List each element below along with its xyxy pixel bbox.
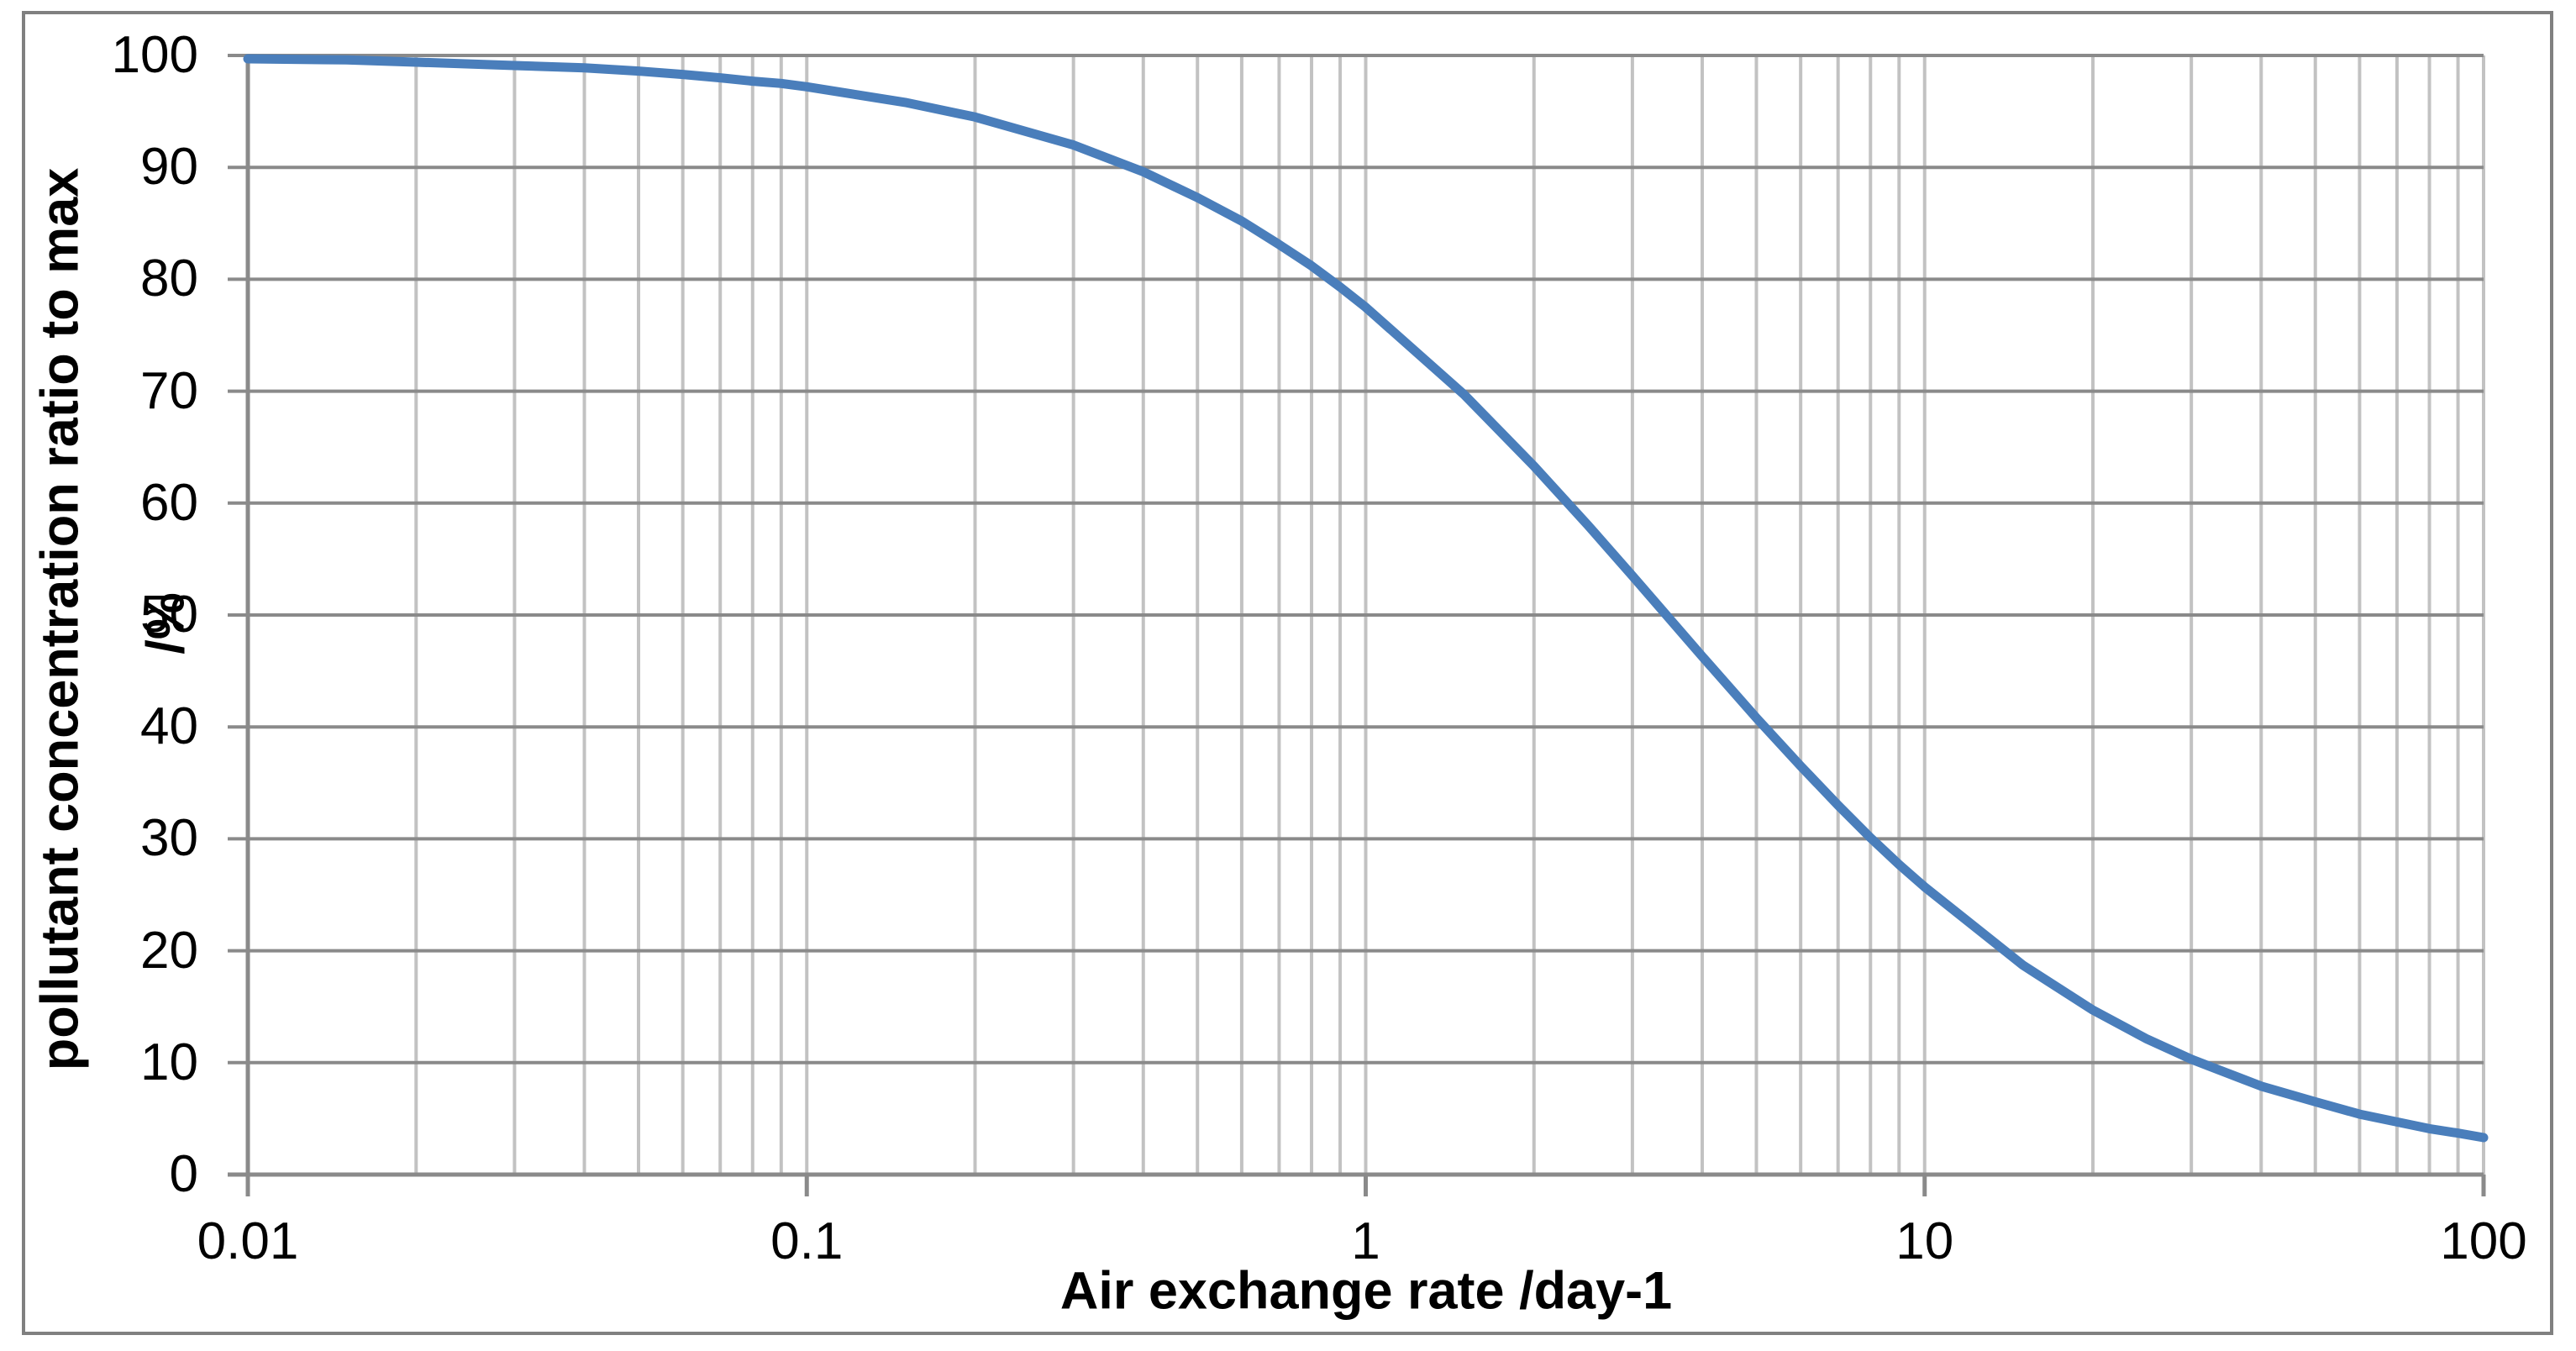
y-axis-title: pollutant concentration ratio to max [30, 167, 90, 1071]
y-tick-label: 70 [140, 361, 198, 420]
y-tick-label: 60 [140, 473, 198, 532]
y-tick-label: 40 [140, 697, 198, 756]
x-tick-label: 1 [1351, 1212, 1380, 1270]
x-axis-title: Air exchange rate /day-1 [1059, 1261, 1673, 1321]
y-tick-label: 80 [140, 250, 198, 308]
y-tick-label: 50 [140, 586, 198, 644]
chart-border [22, 11, 2553, 1335]
x-tick-label: 100 [2440, 1212, 2527, 1270]
y-tick-label: 30 [140, 809, 198, 868]
x-tick-label: 0.1 [770, 1212, 844, 1270]
x-tick-label: 0.01 [197, 1212, 299, 1270]
y-tick-label: 0 [169, 1145, 198, 1203]
x-tick-label: 10 [1895, 1212, 1954, 1270]
data-series-curve [243, 54, 2489, 1143]
y-tick-label: 10 [140, 1033, 198, 1091]
y-tick-label: 20 [140, 921, 198, 980]
y-tick-label: 100 [111, 26, 198, 84]
y-tick-label: 90 [140, 138, 198, 197]
